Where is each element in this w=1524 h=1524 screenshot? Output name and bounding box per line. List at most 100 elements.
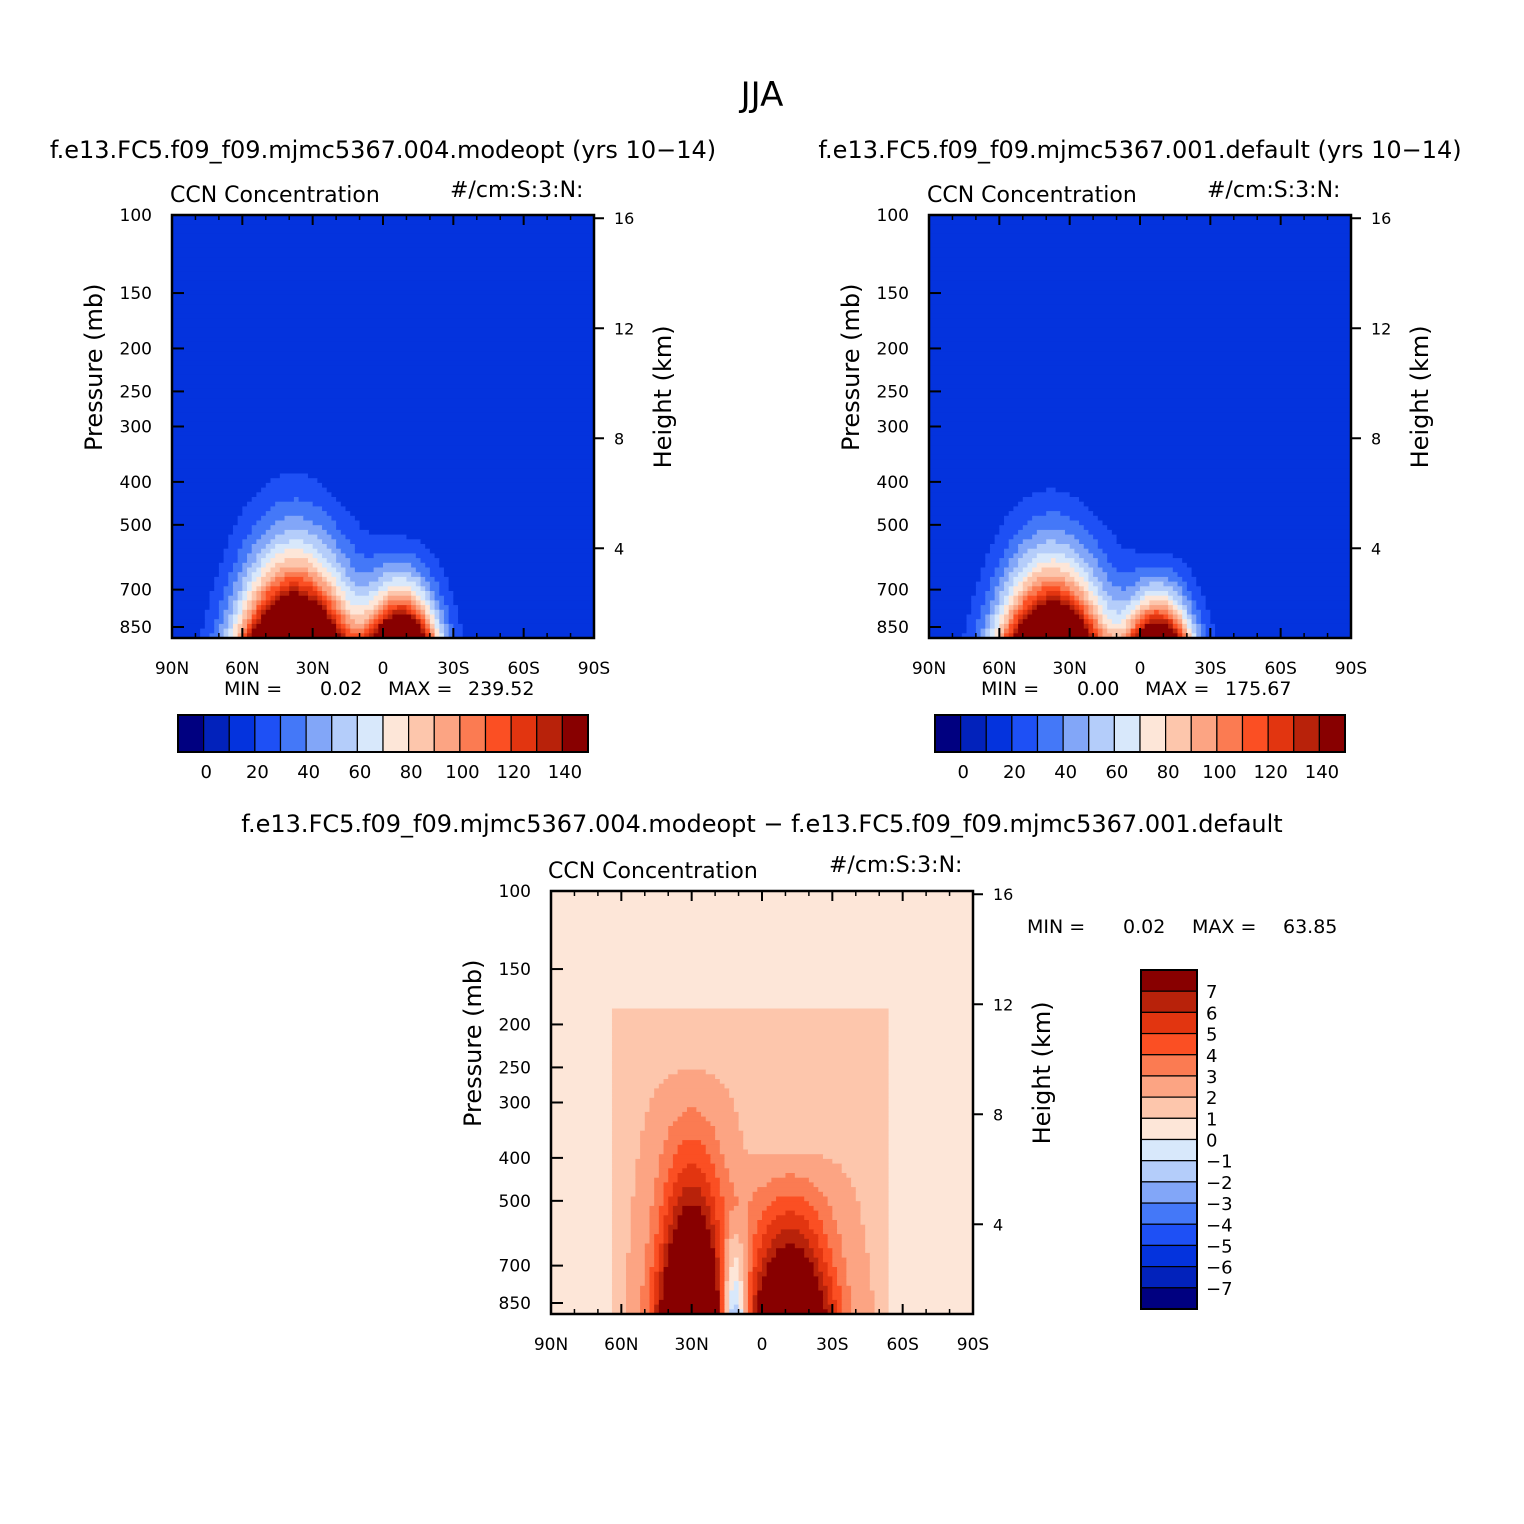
contour-cell (888, 1074, 973, 1080)
contour-cell (1018, 548, 1029, 554)
contour-cell (551, 1234, 613, 1240)
contour-cell (425, 619, 431, 625)
y-tick-label: 300 (120, 418, 152, 438)
contour-cell (172, 304, 594, 310)
contour-cell (420, 619, 426, 625)
contour-cell (279, 567, 309, 573)
contour-cell (551, 1248, 613, 1254)
contour-cell (663, 1285, 716, 1292)
contour-cell (747, 1220, 758, 1226)
contour-cell (860, 1205, 890, 1212)
colorbar-swatch (1318, 714, 1346, 753)
contour-cell (1177, 628, 1183, 634)
contour-cell (747, 1271, 754, 1277)
contour-cell (869, 1257, 890, 1263)
contour-cell (322, 595, 328, 601)
contour-cell (1041, 586, 1061, 592)
contour-cell (172, 595, 211, 601)
contour-cell (289, 586, 300, 592)
contour-cell (724, 1281, 730, 1287)
contour-cell (929, 426, 1351, 432)
contour-cell (888, 1163, 973, 1169)
contour-cell (1177, 581, 1188, 587)
contour-cell (635, 1177, 655, 1183)
contour-cell (837, 1220, 862, 1226)
contour-cell (228, 633, 234, 638)
contour-cell (1210, 609, 1351, 616)
contour-cell (611, 1309, 627, 1314)
contour-cell (929, 628, 968, 634)
contour-cell (1093, 572, 1108, 578)
contour-cell (654, 1238, 665, 1245)
contour-cell (663, 1215, 674, 1221)
contour-cell (443, 619, 450, 625)
x-tick-label: 60N (225, 659, 259, 679)
contour-cell (1130, 619, 1136, 625)
y2-tick-label: 4 (993, 1215, 1003, 1234)
contour-cell (999, 562, 1010, 569)
contour-cell (929, 407, 1351, 413)
contour-cell (743, 1290, 749, 1296)
contour-cell (434, 576, 450, 583)
colorbar-tick-label: −3 (1206, 1194, 1233, 1215)
colorbar-swatch (177, 714, 205, 753)
contour-cell (172, 614, 206, 620)
units-label: #/cm:S:3:N: (829, 853, 962, 878)
contour-cell (611, 1177, 636, 1183)
colorbar-swatch (1293, 714, 1320, 753)
contour-cell (649, 1215, 660, 1221)
contour-cell (719, 1271, 726, 1277)
contour-cell (822, 1271, 829, 1277)
contour-cell (696, 1107, 735, 1113)
contour-cell (929, 553, 986, 559)
contour-cell (1083, 605, 1090, 611)
contour-cell (705, 1220, 712, 1226)
contour-cell (626, 1285, 641, 1292)
contour-cell (1097, 633, 1104, 638)
colorbar-tick-label: −7 (1206, 1279, 1233, 1300)
contour-cell (1004, 609, 1010, 616)
contour-cell (270, 567, 281, 573)
contour-cell (265, 562, 276, 569)
contour-cell (658, 1276, 665, 1282)
contour-cell (247, 591, 253, 597)
contour-cell (232, 614, 239, 620)
contour-cell (172, 586, 215, 592)
contour-cell (663, 1224, 669, 1230)
contour-cell (929, 595, 972, 601)
contour-cell (1172, 600, 1179, 606)
contour-cell (228, 600, 234, 606)
contour-cell (663, 1271, 716, 1277)
contour-cell (172, 609, 206, 616)
contour-cell (1018, 609, 1024, 616)
contour-cell (415, 595, 422, 601)
contour-cell (172, 581, 215, 587)
contour-cell (232, 562, 243, 569)
contour-cell (729, 1290, 740, 1296)
contour-cell (406, 534, 594, 540)
contour-cell (888, 1111, 973, 1118)
contour-cell (668, 1126, 716, 1132)
contour-cell (1200, 614, 1211, 620)
contour-cell (209, 595, 225, 601)
contour-cell (1191, 595, 1207, 601)
colorbar-swatch (1113, 714, 1141, 753)
contour-cell (888, 1248, 973, 1254)
contour-cell (1032, 534, 1075, 540)
contour-cell (888, 1060, 973, 1066)
contour-cell (443, 628, 450, 634)
contour-cell (228, 605, 234, 611)
contour-cell (635, 1191, 655, 1198)
contour-cell (336, 539, 351, 545)
contour-cell (869, 1285, 890, 1292)
contour-cell (1046, 600, 1061, 606)
contour-cell (1116, 567, 1136, 573)
contour-cell (1125, 605, 1136, 611)
contour-cell (1083, 525, 1108, 531)
contour-cell (818, 1276, 824, 1282)
contour-cell (279, 586, 290, 592)
contour-cell (1022, 595, 1029, 601)
contour-cell (1083, 614, 1090, 620)
y-axis-label: Pressure (mb) (80, 284, 108, 451)
